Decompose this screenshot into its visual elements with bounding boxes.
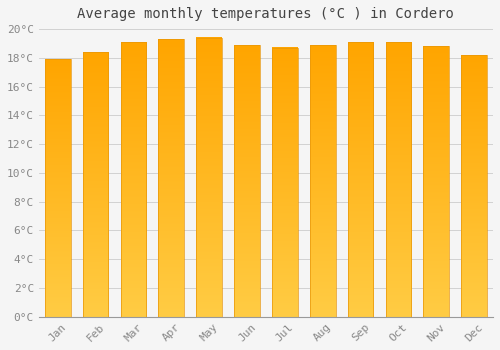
Bar — [462, 55, 487, 317]
Bar — [386, 42, 411, 317]
Bar — [82, 52, 108, 317]
Bar — [120, 42, 146, 317]
Bar — [196, 38, 222, 317]
Bar — [158, 39, 184, 317]
Bar — [272, 48, 297, 317]
Bar — [424, 46, 449, 317]
Title: Average monthly temperatures (°C ) in Cordero: Average monthly temperatures (°C ) in Co… — [78, 7, 454, 21]
Bar — [234, 45, 260, 317]
Bar — [348, 42, 374, 317]
Bar — [310, 45, 336, 317]
Bar — [45, 59, 70, 317]
